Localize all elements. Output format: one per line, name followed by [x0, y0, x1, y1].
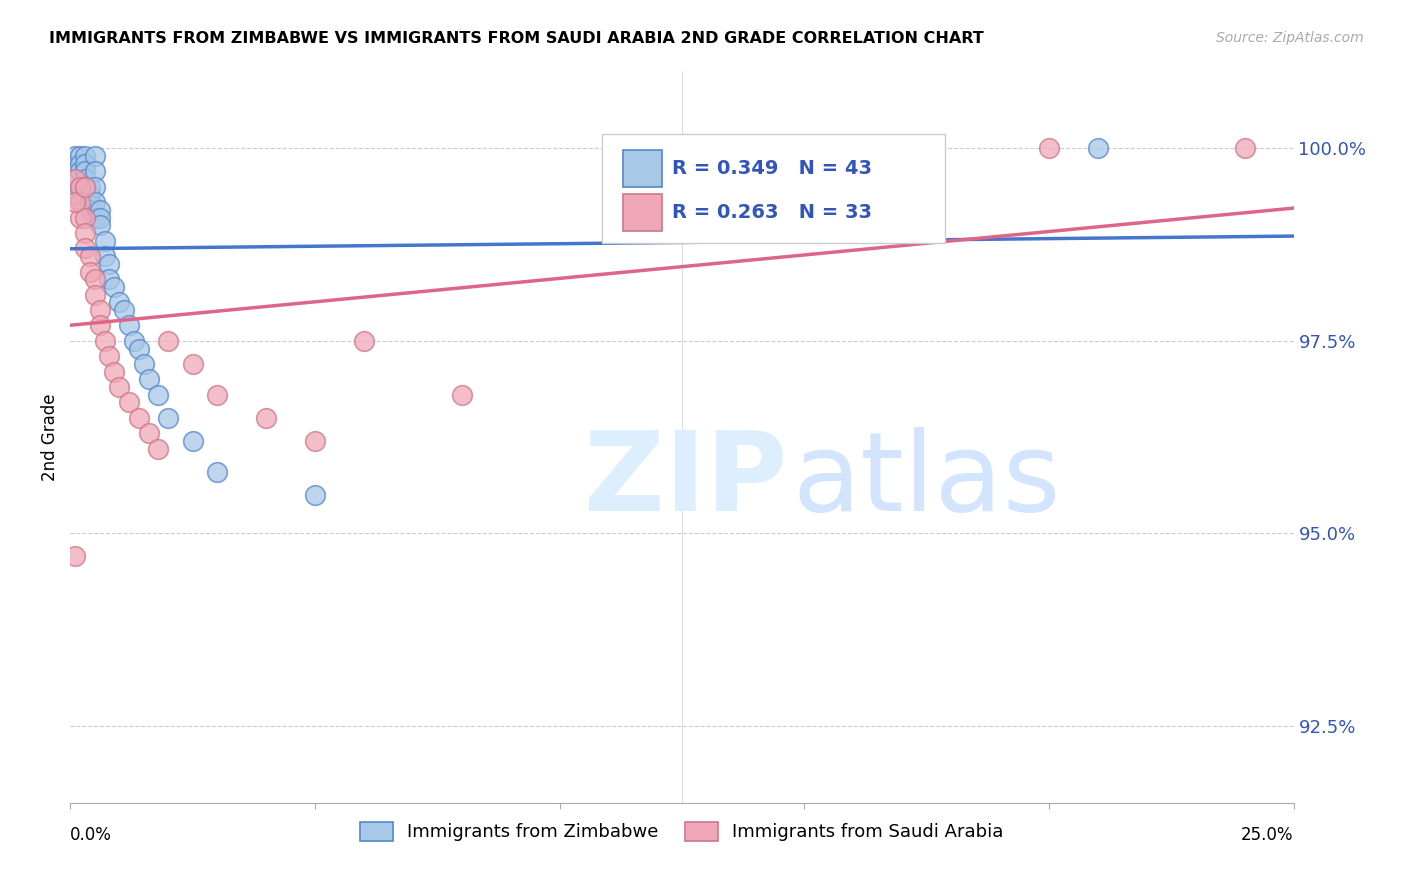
Point	[69, 149, 91, 163]
Text: ZIP: ZIP	[583, 427, 787, 534]
Point	[112, 303, 135, 318]
Point	[83, 272, 105, 286]
Point	[73, 164, 96, 178]
Point	[157, 334, 180, 348]
Point	[83, 195, 105, 210]
Point	[304, 434, 326, 448]
Point	[79, 264, 101, 278]
Point	[69, 157, 91, 171]
Point	[83, 164, 105, 178]
Point	[103, 280, 125, 294]
Point	[1087, 141, 1109, 155]
Point	[132, 357, 155, 371]
Point	[128, 342, 150, 356]
Point	[93, 249, 115, 263]
Point	[93, 334, 115, 348]
Point	[254, 410, 277, 425]
Point	[98, 272, 121, 286]
Point	[98, 257, 121, 271]
Point	[108, 380, 131, 394]
Bar	[623, 151, 662, 187]
Point	[353, 334, 375, 348]
Point	[89, 318, 111, 333]
Point	[73, 157, 96, 171]
Point	[157, 410, 180, 425]
Legend: Immigrants from Zimbabwe, Immigrants from Saudi Arabia: Immigrants from Zimbabwe, Immigrants fro…	[353, 814, 1011, 848]
Point	[1038, 141, 1060, 155]
Point	[103, 365, 125, 379]
Point	[89, 202, 111, 217]
Point	[1233, 141, 1256, 155]
Point	[122, 334, 145, 348]
Point	[73, 242, 96, 256]
FancyBboxPatch shape	[602, 134, 945, 244]
Point	[181, 434, 204, 448]
Point	[63, 172, 86, 186]
Point	[89, 211, 111, 225]
Point	[73, 149, 96, 163]
Text: 0.0%: 0.0%	[70, 826, 112, 844]
Point	[128, 410, 150, 425]
Point	[73, 179, 96, 194]
Point	[181, 357, 204, 371]
Text: 25.0%: 25.0%	[1241, 826, 1294, 844]
Point	[69, 179, 91, 194]
Text: Source: ZipAtlas.com: Source: ZipAtlas.com	[1216, 31, 1364, 45]
Point	[138, 426, 160, 441]
Point	[79, 249, 101, 263]
Point	[79, 187, 101, 202]
Point	[73, 226, 96, 240]
Text: atlas: atlas	[792, 427, 1060, 534]
Point	[450, 388, 472, 402]
Point	[118, 318, 141, 333]
Point	[63, 187, 86, 202]
Point	[108, 295, 131, 310]
Point	[89, 219, 111, 233]
Y-axis label: 2nd Grade: 2nd Grade	[41, 393, 59, 481]
Text: R = 0.349   N = 43: R = 0.349 N = 43	[672, 159, 872, 178]
Point	[148, 442, 170, 456]
Point	[63, 195, 86, 210]
Text: R = 0.263   N = 33: R = 0.263 N = 33	[672, 203, 872, 222]
Point	[63, 549, 86, 564]
Point	[93, 234, 115, 248]
Point	[69, 179, 91, 194]
Point	[205, 465, 228, 479]
Point	[304, 488, 326, 502]
Point	[73, 172, 96, 186]
Point	[148, 388, 170, 402]
Point	[79, 202, 101, 217]
Point	[79, 195, 101, 210]
Point	[83, 149, 105, 163]
Point	[83, 211, 105, 225]
Bar	[623, 194, 662, 231]
Point	[63, 149, 86, 163]
Point	[73, 211, 96, 225]
Point	[79, 179, 101, 194]
Point	[69, 164, 91, 178]
Text: IMMIGRANTS FROM ZIMBABWE VS IMMIGRANTS FROM SAUDI ARABIA 2ND GRADE CORRELATION C: IMMIGRANTS FROM ZIMBABWE VS IMMIGRANTS F…	[49, 31, 984, 46]
Point	[138, 372, 160, 386]
Point	[69, 195, 91, 210]
Point	[118, 395, 141, 409]
Point	[89, 303, 111, 318]
Point	[98, 349, 121, 363]
Point	[73, 179, 96, 194]
Point	[205, 388, 228, 402]
Point	[83, 287, 105, 301]
Point	[69, 211, 91, 225]
Point	[891, 141, 914, 155]
Point	[63, 172, 86, 186]
Point	[83, 179, 105, 194]
